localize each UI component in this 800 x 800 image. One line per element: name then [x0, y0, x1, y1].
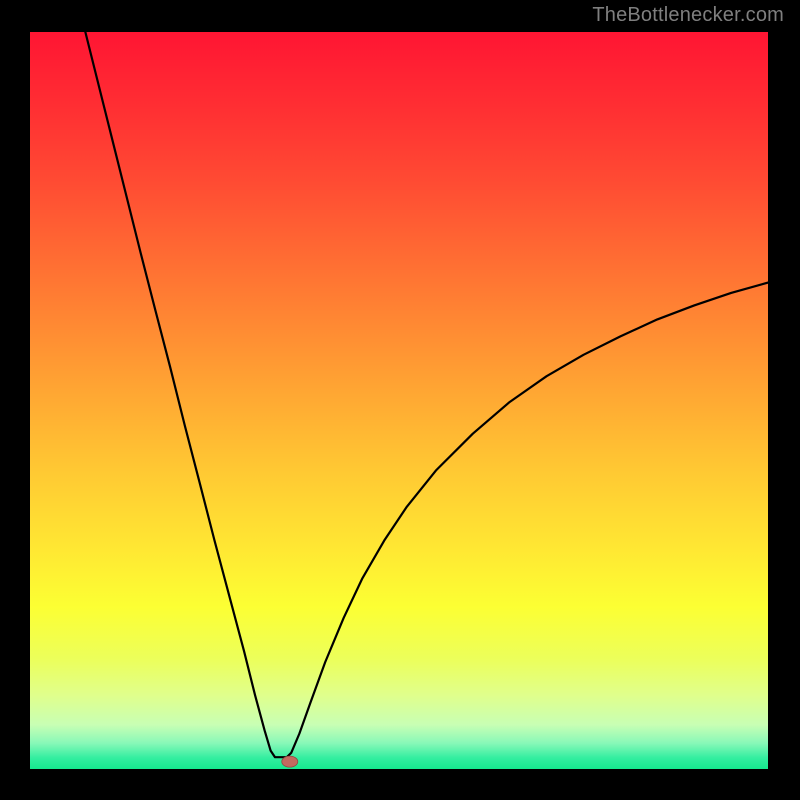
watermark-text: TheBottlenecker.com — [592, 4, 784, 27]
chart-frame: TheBottlenecker.com — [0, 0, 800, 800]
minimum-marker — [282, 756, 298, 767]
chart-background — [30, 32, 768, 769]
bottleneck-chart — [30, 32, 768, 769]
